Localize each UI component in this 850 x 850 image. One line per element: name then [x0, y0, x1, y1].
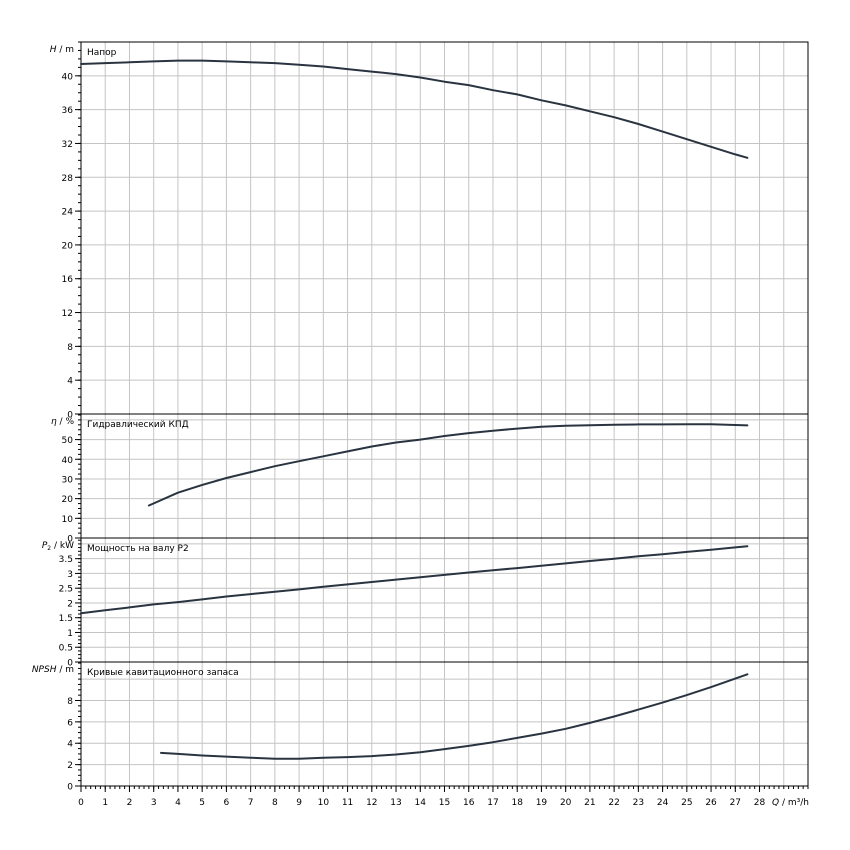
y-tick-label: 6 — [67, 718, 73, 728]
curve-line — [80, 545, 749, 615]
y-tick-label: 4 — [67, 740, 73, 750]
x-tick-label: 14 — [415, 798, 427, 808]
y-axis-var: P — [42, 541, 48, 551]
y-axis-sub: 2 — [47, 545, 51, 552]
x-tick-label: 10 — [318, 798, 330, 808]
x-axis-label: Q / m³/h — [772, 798, 809, 808]
x-tick-label: 1 — [102, 798, 108, 808]
y-tick-label: 36 — [62, 106, 74, 116]
curve-line — [160, 673, 749, 760]
y-axis-var: H — [50, 45, 57, 55]
y-axis-unit: / m — [56, 45, 74, 55]
x-tick-label: 0 — [78, 798, 84, 808]
x-tick-label: 18 — [511, 798, 523, 808]
x-tick-label: 11 — [342, 798, 353, 808]
x-tick-label: 20 — [560, 798, 572, 808]
y-tick-label: 0 — [67, 535, 73, 545]
y-tick-label: 12 — [62, 309, 73, 319]
x-tick-label: 26 — [705, 798, 717, 808]
y-tick-label: 0 — [67, 783, 73, 793]
y-tick-label: 0 — [67, 659, 73, 669]
y-tick-label: 16 — [62, 275, 74, 285]
x-tick-label: 15 — [439, 798, 450, 808]
x-tick-label: 17 — [487, 798, 498, 808]
x-tick-label: 27 — [730, 798, 741, 808]
y-tick-label: 40 — [62, 72, 74, 82]
x-tick-label: 22 — [608, 798, 619, 808]
x-tick-label: 6 — [224, 798, 230, 808]
panel-title: Гидравлический КПД — [87, 420, 189, 430]
y-axis-var: NPSH — [32, 665, 57, 675]
x-axis: 0 1 2 3 4 5 6 7 8 9 10 11 12 13 14 15 16 17 18 19 20 21 22 23 24… — [78, 786, 809, 808]
x-tick-label: 13 — [390, 798, 401, 808]
y-tick-label: 3 — [67, 570, 73, 580]
y-tick-label: 8 — [67, 343, 73, 353]
panel-2: 0 10 20 30 40 50 η / % Гидравлический КПД — [51, 413, 809, 545]
y-axis-label: η / % — [51, 417, 74, 427]
curve-line — [80, 59, 749, 159]
x-tick-label: 24 — [657, 798, 669, 808]
y-tick-label: 10 — [62, 515, 74, 525]
x-tick-label: 23 — [633, 798, 644, 808]
curve-line — [147, 423, 749, 507]
panel-3: 00.511.522.533.5P2 / kW Мощность на валу … — [42, 537, 809, 669]
x-tick-label: 19 — [536, 798, 548, 808]
panel-title: Кривые кавитационного запаса — [87, 668, 239, 678]
x-tick-label: 5 — [199, 798, 205, 808]
panel-1: 0 4 8 12 16 20 24 28 32 36 40 H / m Напор — [50, 41, 809, 421]
x-tick-label: 3 — [151, 798, 157, 808]
y-tick-label: 1 — [67, 629, 73, 639]
y-tick-label: 24 — [62, 208, 74, 218]
y-tick-label: 30 — [62, 475, 74, 485]
y-tick-label: 0 — [67, 411, 73, 421]
y-tick-label: 28 — [62, 174, 74, 184]
y-tick-label: 20 — [62, 241, 74, 251]
x-tick-label: 28 — [754, 798, 766, 808]
y-tick-label: 50 — [62, 436, 74, 446]
y-axis-var: η — [51, 417, 57, 427]
y-axis-unit: / m — [56, 665, 74, 675]
y-axis-label: NPSH / m — [32, 665, 74, 675]
x-axis-labels: Q / m³/h — [772, 798, 809, 808]
x-tick-label: 2 — [127, 798, 133, 808]
y-axis-unit: / kW — [51, 541, 74, 551]
x-axis-var: Q — [772, 798, 779, 808]
y-tick-label: 8 — [67, 697, 73, 707]
x-axis-unit: / m³/h — [779, 798, 809, 808]
y-axis-label: P2 / kW — [42, 541, 74, 552]
panel-4: 0 2 4 6 8 NPSH / m Кривые кавитационного запас… — [32, 661, 809, 793]
y-axis-label: H / m — [50, 45, 74, 55]
y-tick-label: 2.5 — [59, 585, 73, 595]
x-tick-label: 12 — [366, 798, 377, 808]
x-tick-label: 25 — [681, 798, 692, 808]
y-tick-label: 1.5 — [59, 614, 73, 624]
y-tick-label: 0.5 — [59, 644, 73, 654]
x-tick-label: 8 — [272, 798, 278, 808]
y-tick-label: 32 — [62, 140, 73, 150]
x-tick-label: 16 — [463, 798, 475, 808]
y-tick-label: 20 — [62, 495, 74, 505]
x-tick-label: 9 — [296, 798, 302, 808]
panel-title: Мощность на валу P2 — [87, 544, 189, 554]
y-tick-label: 4 — [67, 377, 73, 387]
x-tick-label: 4 — [175, 798, 181, 808]
panel-title: Напор — [87, 48, 117, 58]
y-tick-label: 3.5 — [59, 555, 73, 565]
x-tick-label: 7 — [248, 798, 254, 808]
y-tick-label: 2 — [67, 599, 73, 609]
y-tick-label: 2 — [67, 761, 73, 771]
y-axis-unit: / % — [57, 417, 75, 427]
y-tick-label: 40 — [62, 456, 74, 466]
x-tick-label: 21 — [584, 798, 595, 808]
